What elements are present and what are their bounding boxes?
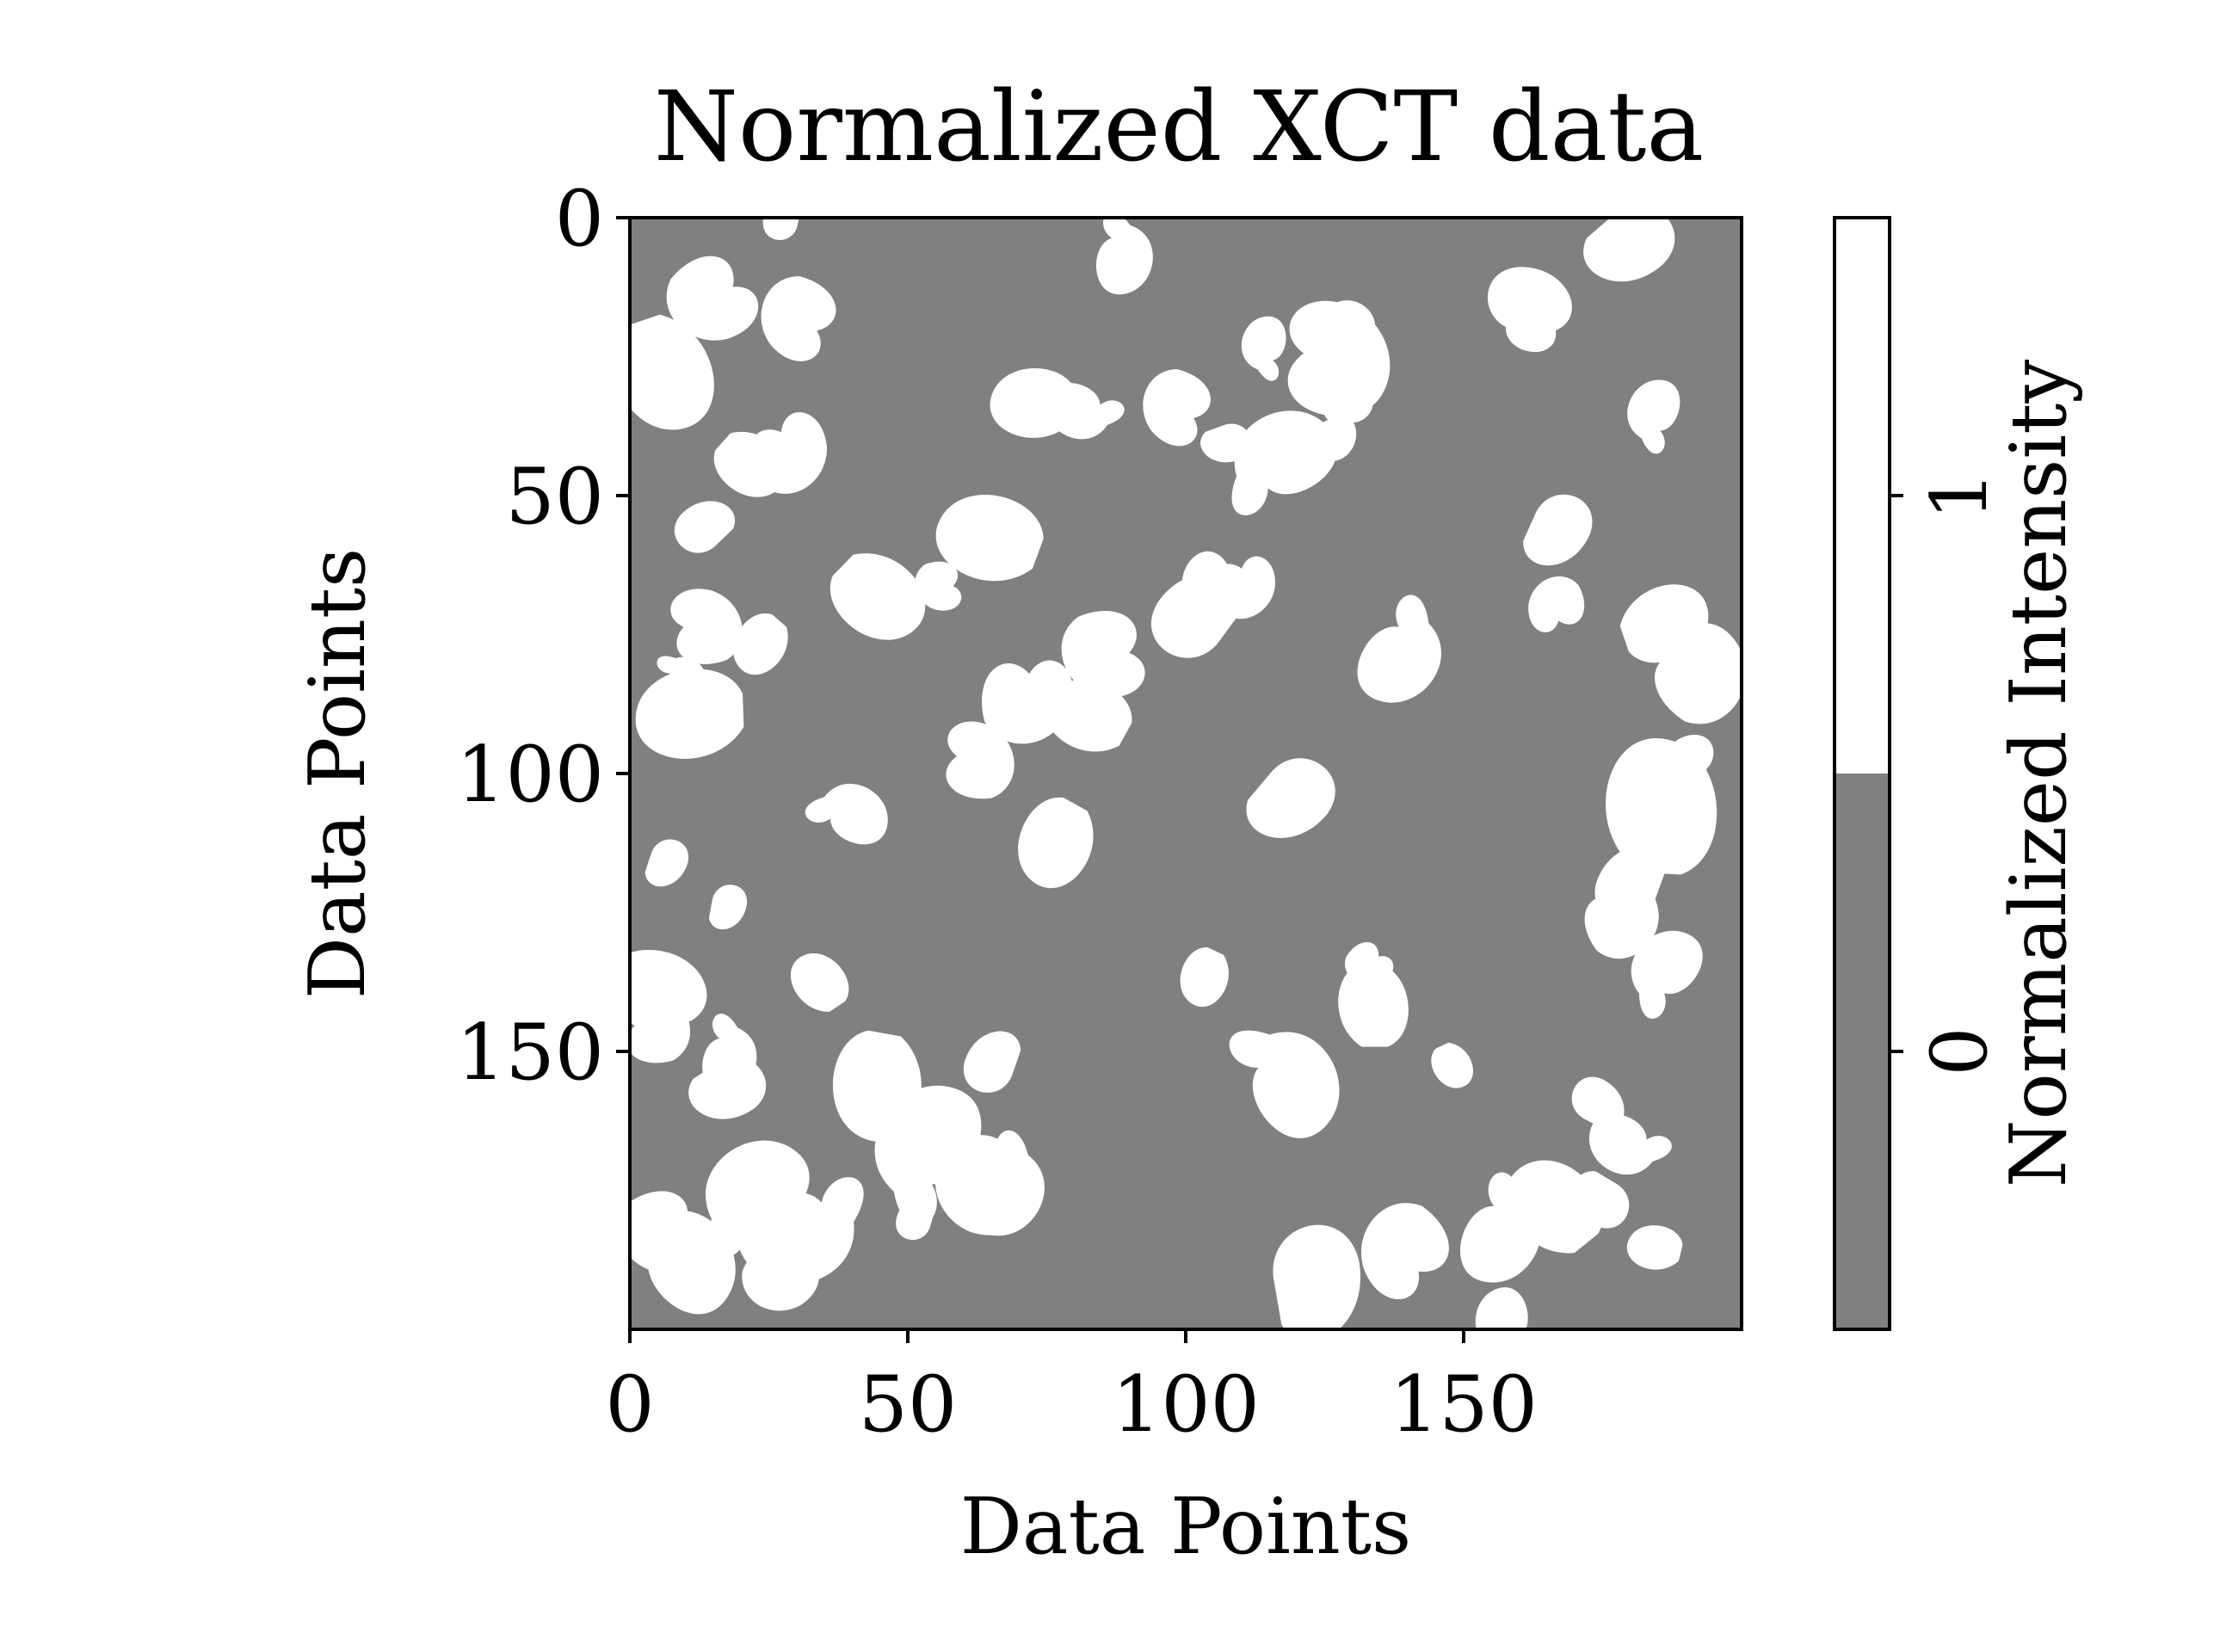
heatmap-blob bbox=[706, 1140, 810, 1258]
heatmap-blob bbox=[1096, 218, 1153, 294]
heatmap-blob bbox=[1338, 962, 1409, 1047]
heatmap-blob bbox=[708, 885, 747, 930]
heatmap-blob bbox=[688, 1057, 767, 1119]
colorbar-segment-1 bbox=[1835, 218, 1890, 774]
y-axis: 0 50 100 150 bbox=[456, 174, 630, 1098]
heatmap-blob bbox=[761, 276, 836, 361]
x-axis: 0 50 100 150 bbox=[605, 1329, 1538, 1450]
heatmap-blob bbox=[1631, 930, 1703, 1019]
heatmap-blob bbox=[963, 1031, 1021, 1093]
y-tick-label: 0 bbox=[555, 174, 604, 264]
colorbar: 01 Normalized Intensity bbox=[1833, 216, 2084, 1331]
heatmap-blob bbox=[742, 1242, 819, 1311]
heatmap-blob bbox=[1626, 1225, 1683, 1270]
heatmap-blob bbox=[1045, 679, 1132, 752]
heatmap-blob bbox=[666, 256, 759, 341]
heatmap-blob bbox=[1061, 611, 1145, 698]
heatmap-blob bbox=[1246, 758, 1335, 838]
heatmap-blob bbox=[630, 314, 714, 430]
x-axis-label: Data Points bbox=[960, 1482, 1411, 1572]
x-tick-label: 100 bbox=[1112, 1359, 1260, 1450]
heatmap-blob bbox=[1431, 1042, 1474, 1088]
heatmap-blob bbox=[1231, 410, 1338, 515]
heatmap-blob bbox=[1180, 947, 1229, 1008]
heatmap-blob bbox=[874, 1086, 982, 1227]
heatmap-blob bbox=[830, 553, 926, 640]
heatmap-blob bbox=[1151, 573, 1243, 658]
heatmap-blob bbox=[762, 218, 801, 240]
heatmap-blob bbox=[1273, 1224, 1360, 1329]
x-tick-label: 50 bbox=[859, 1359, 958, 1450]
heatmap-blob bbox=[1528, 576, 1585, 632]
heatmap-blob bbox=[675, 501, 735, 553]
y-axis-label: Data Points bbox=[293, 548, 383, 999]
heatmap-blob bbox=[1487, 267, 1572, 331]
heatmap-blob bbox=[1460, 1172, 1541, 1283]
colorbar-ticks: 01 bbox=[1890, 471, 2005, 1076]
colorbar-segment-0 bbox=[1835, 774, 1890, 1329]
heatmap-blob bbox=[935, 495, 1044, 582]
heatmap-blob bbox=[805, 783, 888, 845]
colorbar-tick-label: 0 bbox=[1915, 1026, 2005, 1076]
heatmap-blob bbox=[946, 721, 1014, 799]
heatmap-image bbox=[630, 218, 1742, 1329]
heatmap-blob bbox=[1332, 369, 1374, 423]
heatmap-blob bbox=[1584, 881, 1659, 959]
heatmap-blob bbox=[1663, 735, 1714, 780]
y-tick-label: 150 bbox=[456, 1008, 604, 1098]
colorbar-frame bbox=[1833, 216, 1891, 1331]
heatmap-blob bbox=[644, 839, 689, 887]
chart-title: Normalized XCT data bbox=[654, 71, 1704, 183]
heatmap-blob bbox=[630, 1211, 736, 1315]
heatmap-blob bbox=[1571, 1076, 1625, 1130]
heatmap-blob bbox=[1357, 595, 1441, 703]
heatmap-blob bbox=[1655, 623, 1742, 724]
heatmap-blob bbox=[713, 431, 787, 497]
heatmap-blob bbox=[670, 589, 743, 664]
heatmap-blob bbox=[915, 561, 962, 611]
heatmap-blob bbox=[1143, 369, 1211, 447]
colorbar-label: Normalized Intensity bbox=[1994, 360, 2084, 1187]
colorbar-tick-label: 1 bbox=[1915, 471, 2005, 520]
y-tick-label: 100 bbox=[456, 730, 604, 820]
x-tick-label: 0 bbox=[605, 1359, 654, 1450]
heatmap-blob bbox=[1627, 379, 1680, 454]
heatmap-blob bbox=[1523, 494, 1593, 566]
heatmap-blob bbox=[1361, 1203, 1449, 1299]
heatmap-blob bbox=[1475, 1287, 1529, 1329]
heatmap-blob bbox=[990, 368, 1077, 438]
heatmap-blob bbox=[630, 990, 691, 1063]
heatmap-blob bbox=[1241, 316, 1286, 381]
heatmap-blob bbox=[790, 953, 849, 1012]
heatmap-blob bbox=[733, 613, 788, 675]
heatmap-blob bbox=[1505, 314, 1557, 352]
heatmap-blob bbox=[1583, 218, 1675, 282]
heatmap-blobs bbox=[630, 218, 1742, 1329]
y-tick-label: 50 bbox=[505, 452, 604, 542]
heatmap-blob bbox=[1229, 1030, 1340, 1138]
heatmap-blob bbox=[1304, 300, 1376, 362]
heatmap-blob bbox=[896, 1195, 935, 1240]
heatmap-blob bbox=[966, 1130, 1045, 1236]
x-tick-label: 150 bbox=[1390, 1359, 1538, 1450]
heatmap-blob bbox=[1018, 798, 1094, 888]
heatmap-blob bbox=[635, 669, 744, 759]
